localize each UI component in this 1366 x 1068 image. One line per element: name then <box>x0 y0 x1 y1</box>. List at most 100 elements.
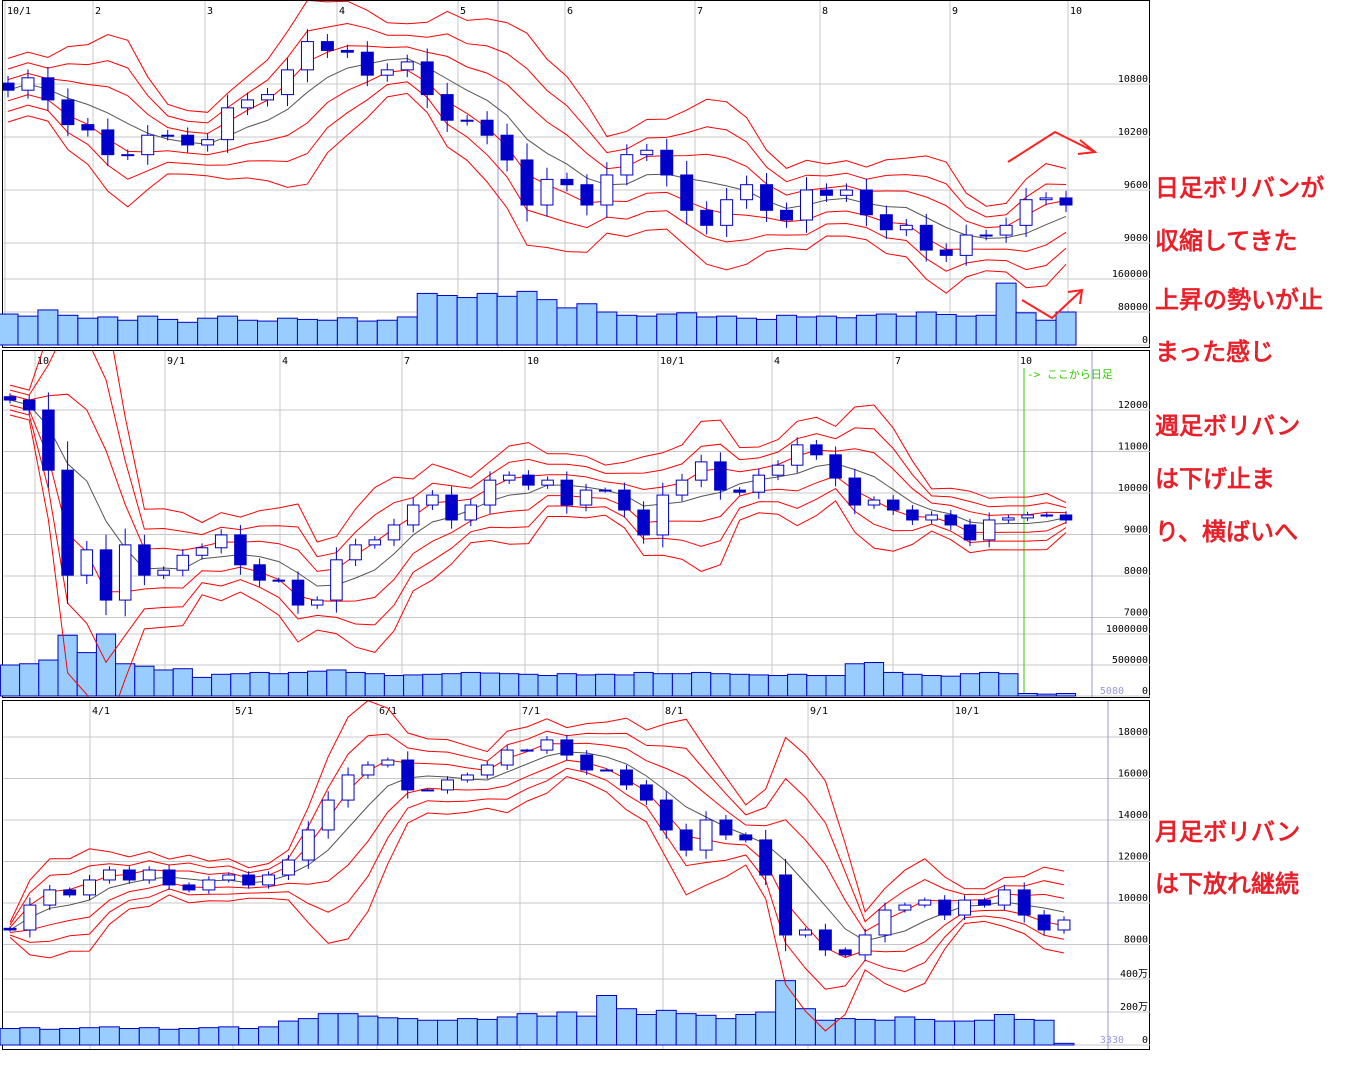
band-lower-3sigma <box>9 414 1067 697</box>
x-tick-label: 10/1 <box>7 6 31 17</box>
arrow-upper-band-icon <box>1007 130 1098 163</box>
volume-bar <box>729 673 750 697</box>
volume-tick-label: 200万 <box>1120 1002 1148 1013</box>
volume-bar <box>855 314 877 346</box>
candle <box>520 748 534 752</box>
candle <box>101 118 115 167</box>
y-tick-label: 9000 <box>1124 525 1148 536</box>
candle-body <box>460 119 474 122</box>
volume-bar <box>218 1026 240 1046</box>
volume-bar <box>383 675 405 697</box>
candle-body <box>221 107 235 141</box>
candle <box>401 751 415 799</box>
volume-bar <box>675 1013 697 1046</box>
candle-body <box>162 869 176 886</box>
candle-body <box>480 119 494 136</box>
candle-body <box>349 544 362 561</box>
candle <box>759 829 773 885</box>
annotation-weekly-2: は下げ止ま <box>1155 465 1275 493</box>
volume-bar <box>476 1018 498 1046</box>
volume-bar <box>1035 319 1057 346</box>
candle <box>242 871 256 889</box>
candle-body <box>262 874 275 886</box>
candle-body <box>939 249 953 256</box>
candle-body <box>879 214 893 231</box>
candle-body <box>1019 199 1033 226</box>
candle-body <box>800 189 813 221</box>
volume-bar <box>496 1016 518 1046</box>
candle <box>360 41 374 87</box>
volume-bar <box>556 307 578 346</box>
candle <box>925 511 938 524</box>
candle <box>639 779 653 806</box>
volume-bar <box>894 1016 916 1046</box>
candle <box>859 178 873 227</box>
volume-bar <box>376 319 398 346</box>
candle <box>858 928 872 962</box>
candle-body <box>83 879 97 896</box>
volume-bar <box>695 1014 717 1046</box>
volume-bar <box>316 319 338 346</box>
volume-bar <box>217 315 239 346</box>
volume-bar <box>676 312 698 346</box>
candle <box>679 823 693 857</box>
candle-body <box>320 41 334 51</box>
volume-bar <box>614 674 635 697</box>
candle-body <box>361 764 375 776</box>
volume-bar <box>998 673 1019 697</box>
candle-body <box>222 874 236 881</box>
candle <box>977 897 991 908</box>
candle-body <box>867 499 881 506</box>
candle <box>43 884 57 911</box>
candle-body <box>161 134 175 137</box>
candle-body <box>640 149 654 156</box>
y-tick-label: 10000 <box>1118 483 1148 494</box>
volume-bar <box>153 669 174 697</box>
candle-body <box>360 51 374 76</box>
x-tick-label: 10/1 <box>660 356 684 367</box>
volume-bar <box>796 316 817 346</box>
candle <box>121 149 135 160</box>
candle-body <box>540 178 554 206</box>
candle-body <box>760 184 774 211</box>
candle-body <box>420 61 434 96</box>
candle-body <box>598 489 612 492</box>
candle-body <box>839 189 853 196</box>
candle <box>426 490 439 511</box>
candle-body <box>176 554 190 571</box>
candle <box>522 470 535 491</box>
volume-bar <box>735 1013 757 1046</box>
volume-bar <box>815 315 837 346</box>
daily-start-label: -> ここから日足 <box>1027 368 1113 381</box>
candle <box>1019 188 1033 238</box>
y-tick-label: 11000 <box>1118 442 1148 453</box>
candle-body <box>733 489 746 493</box>
candle-body <box>675 479 689 496</box>
candle <box>958 895 972 921</box>
band-upper-3sigma <box>9 351 1067 543</box>
volume-bar <box>364 673 385 697</box>
candle <box>752 468 766 499</box>
volume-tick-label: 1000000 <box>1106 624 1148 635</box>
candle-body <box>659 799 673 831</box>
candle <box>3 926 17 932</box>
candle-body <box>426 494 439 506</box>
volume-bar <box>696 316 718 346</box>
volume-bar <box>1017 693 1038 697</box>
candle-body <box>522 474 535 486</box>
candle-body <box>291 579 305 606</box>
candle-body <box>1040 514 1054 517</box>
candle-body <box>280 69 294 96</box>
volume-bar <box>211 673 232 697</box>
candle-body <box>310 599 324 606</box>
candle <box>310 596 324 609</box>
candle-body <box>61 99 75 126</box>
candle <box>878 902 892 943</box>
candle-body <box>944 514 958 526</box>
candle-body <box>1002 517 1015 521</box>
candle <box>3 76 15 98</box>
candle <box>214 529 228 554</box>
volume-bar <box>277 1020 299 1046</box>
candle <box>291 571 305 614</box>
candle-body <box>234 534 247 566</box>
